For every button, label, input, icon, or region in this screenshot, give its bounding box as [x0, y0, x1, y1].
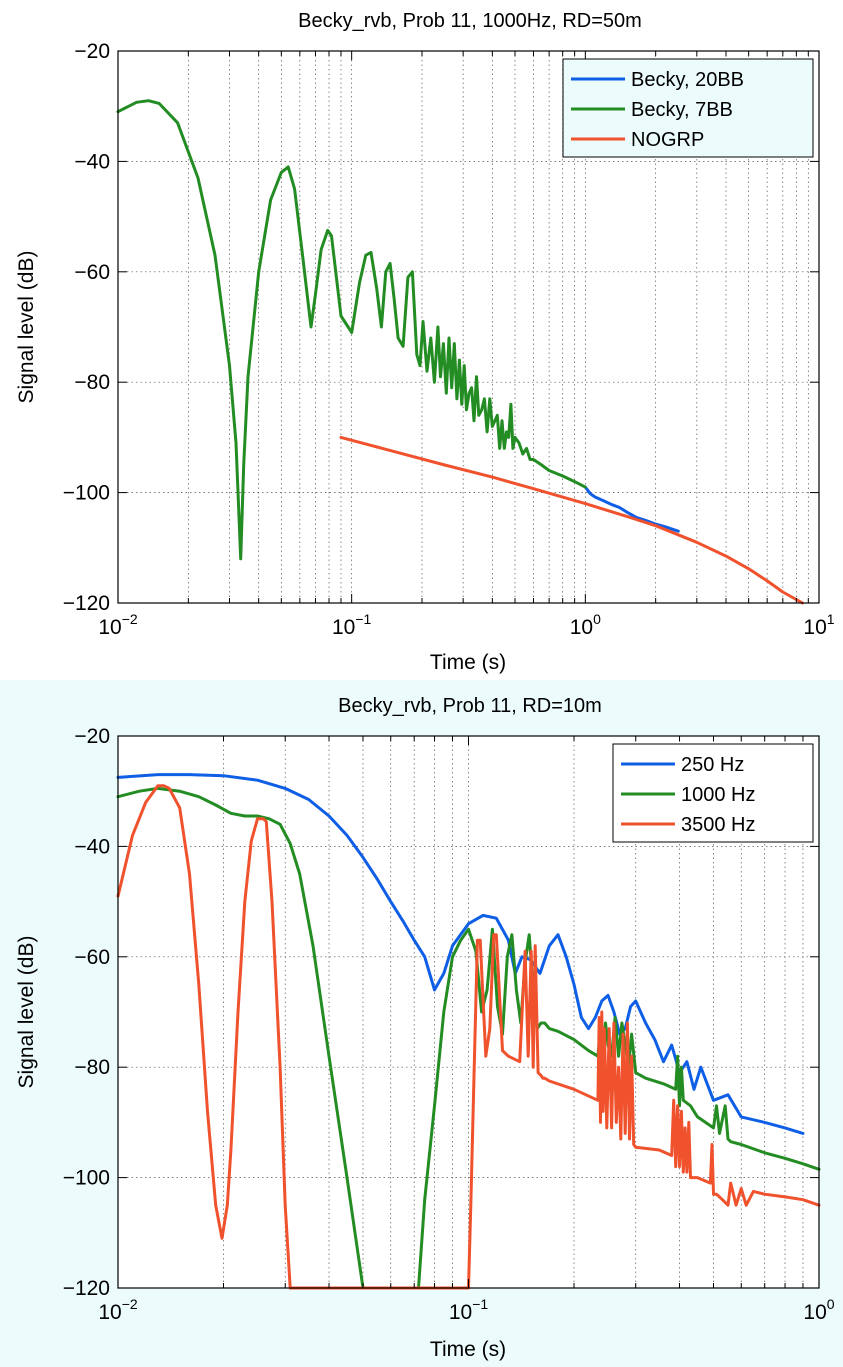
y-tick-label: −60 [74, 946, 110, 969]
x-tick-label: 10−2 [98, 1296, 138, 1324]
chart-bottom-series [116, 773, 821, 1290]
chart-bottom-x-tick-labels: 10−2 10−1 100 [98, 1296, 834, 1324]
y-tick-label: −40 [74, 150, 110, 173]
series-line-2 [116, 99, 587, 561]
y-tick-label: −20 [74, 40, 110, 63]
chart-top-series [116, 99, 804, 605]
chart-top-ticks [117, 50, 819, 604]
chart-bottom-title: Becky_rvb, Prob 11, RD=10m [338, 695, 602, 717]
chart-top: Becky_rvb, Prob 11, 1000Hz, RD=50m −20 −4… [15, 10, 835, 674]
chart-top-title: Becky_rvb, Prob 11, 1000Hz, RD=50m [298, 10, 642, 32]
chart-bottom-y-axis-label: Signal level (dB) [15, 936, 38, 1089]
legend-label: 3500 Hz [681, 814, 756, 836]
legend-label: NOGRP [631, 129, 704, 151]
x-tick-label: 10−2 [98, 611, 138, 639]
chart-top-plot-frame [117, 50, 820, 604]
x-tick-label: 10−1 [332, 611, 372, 639]
chart-bottom-y-tick-labels: −20 −40 −60 −80 −100 −120 [63, 725, 110, 1300]
chart-bottom-legend: 250 Hz 1000 Hz 3500 Hz [612, 743, 814, 843]
series-line-2 [116, 786, 821, 1290]
y-tick-label: −40 [74, 835, 110, 858]
legend-label: Becky, 20BB [631, 69, 744, 91]
chart-bottom-ticks [117, 735, 819, 1289]
legend-label: 1000 Hz [681, 784, 756, 806]
chart-bottom-x-axis-label: Time (s) [430, 1338, 506, 1361]
x-tick-label: 100 [803, 1296, 834, 1324]
chart-top-y-axis-label: Signal level (dB) [15, 251, 38, 404]
chart-top-legend: Becky, 20BB Becky, 7BB NOGRP [562, 58, 814, 158]
y-tick-label: −100 [63, 482, 110, 505]
y-tick-label: −60 [74, 261, 110, 284]
chart-top-x-tick-labels: 10−2 10−1 100 101 [98, 611, 834, 639]
legend-label: Becky, 7BB [631, 99, 733, 121]
y-tick-label: −20 [74, 725, 110, 748]
x-tick-label: 101 [803, 611, 834, 639]
chart-bottom-grid [118, 736, 819, 1288]
series-line-3 [339, 435, 804, 605]
x-tick-label: 10−1 [449, 1296, 489, 1324]
y-tick-label: −100 [63, 1167, 110, 1190]
chart-bottom: Becky_rvb, Prob 11, RD=10m −20−40−60−80−… [15, 695, 835, 1361]
y-tick-label: −80 [74, 371, 110, 394]
y-tick-label: −120 [63, 592, 110, 615]
series-line-1 [583, 485, 680, 533]
y-tick-label: −80 [74, 1056, 110, 1079]
legend-label: 250 Hz [681, 754, 744, 776]
y-tick-label: −120 [63, 1277, 110, 1300]
chart-top-grid [118, 51, 819, 603]
series-line-3 [116, 784, 821, 1290]
x-tick-label: 100 [570, 611, 601, 639]
chart-top-y-tick-labels: −20 −40 −60 −80 −100 −120 [63, 40, 110, 615]
chart-top-x-axis-label: Time (s) [430, 651, 506, 674]
